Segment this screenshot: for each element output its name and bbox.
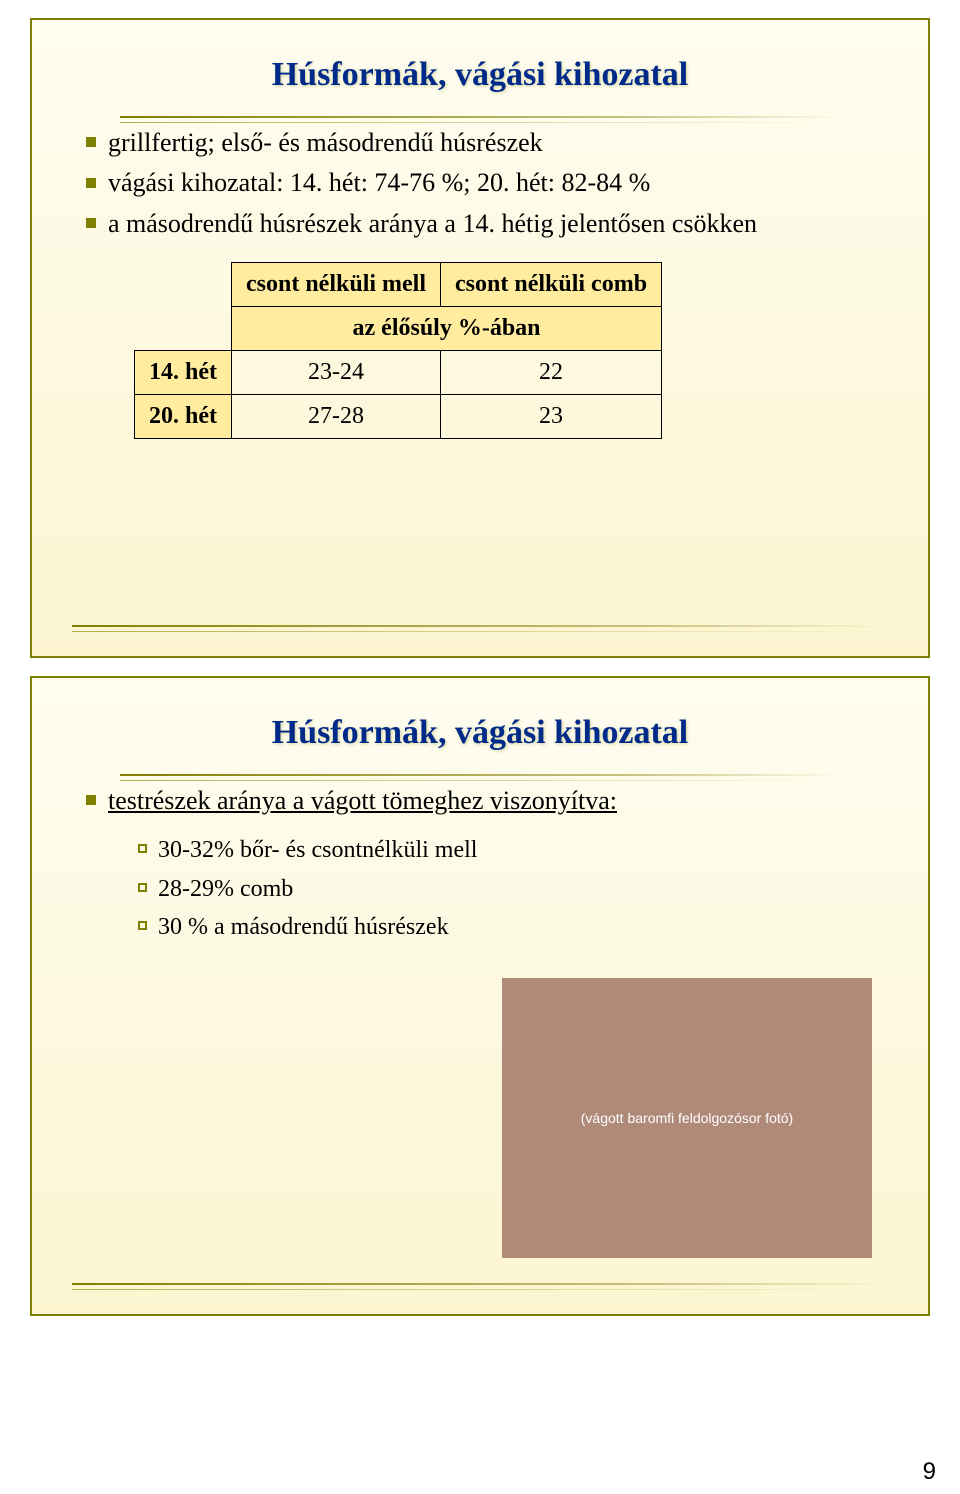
- bullet-list: testrészek aránya a vágott tömeghez visz…: [80, 781, 880, 946]
- table-col-header: csont nélküli comb: [441, 262, 662, 306]
- processing-photo: (vágott baromfi feldolgozósor fotó): [502, 978, 872, 1258]
- table-row: 20. hét 27-28 23: [135, 394, 662, 438]
- table-cell: 23: [441, 394, 662, 438]
- image-alt: (vágott baromfi feldolgozósor fotó): [581, 1110, 793, 1126]
- data-table: csont nélküli mell csont nélküli comb az…: [134, 262, 662, 439]
- table-cell: 27-28: [232, 394, 441, 438]
- table-blank-cell: [135, 262, 232, 306]
- table-row-label: 14. hét: [135, 350, 232, 394]
- footer-rule: [32, 1267, 928, 1290]
- table-cell: 22: [441, 350, 662, 394]
- list-item: testrészek aránya a vágott tömeghez visz…: [80, 781, 880, 946]
- page-number: 9: [923, 1458, 936, 1486]
- sub-item: 30 % a másodrendű húsrészek: [132, 908, 880, 946]
- footer-rule: [32, 609, 928, 632]
- table-blank-cell: [135, 306, 232, 350]
- slide-title: Húsformák, vágási kihozatal: [80, 714, 880, 752]
- slide-2: Húsformák, vágási kihozatal testrészek a…: [30, 676, 930, 1316]
- title-underline: [80, 116, 880, 123]
- list-item: vágási kihozatal: 14. hét: 74-76 %; 20. …: [80, 163, 880, 203]
- title-underline: [80, 774, 880, 781]
- list-item: grillfertig; első- és másodrendű húsrész…: [80, 123, 880, 163]
- list-item: a másodrendű húsrészek aránya a 14. héti…: [80, 204, 880, 244]
- table-row-label: 20. hét: [135, 394, 232, 438]
- table-cell: 23-24: [232, 350, 441, 394]
- sub-item: 30-32% bőr- és csontnélküli mell: [132, 831, 880, 869]
- bullet-list: grillfertig; első- és másodrendű húsrész…: [80, 123, 880, 244]
- sub-list: 30-32% bőr- és csontnélküli mell 28-29% …: [132, 831, 880, 946]
- table-span-header: az élősúly %-ában: [232, 306, 662, 350]
- slide-title: Húsformák, vágási kihozatal: [80, 56, 880, 94]
- sub-item: 28-29% comb: [132, 870, 880, 908]
- table-col-header: csont nélküli mell: [232, 262, 441, 306]
- slide-1: Húsformák, vágási kihozatal grillfertig;…: [30, 18, 930, 658]
- list-item-text: testrészek aránya a vágott tömeghez visz…: [108, 786, 617, 815]
- table-row: 14. hét 23-24 22: [135, 350, 662, 394]
